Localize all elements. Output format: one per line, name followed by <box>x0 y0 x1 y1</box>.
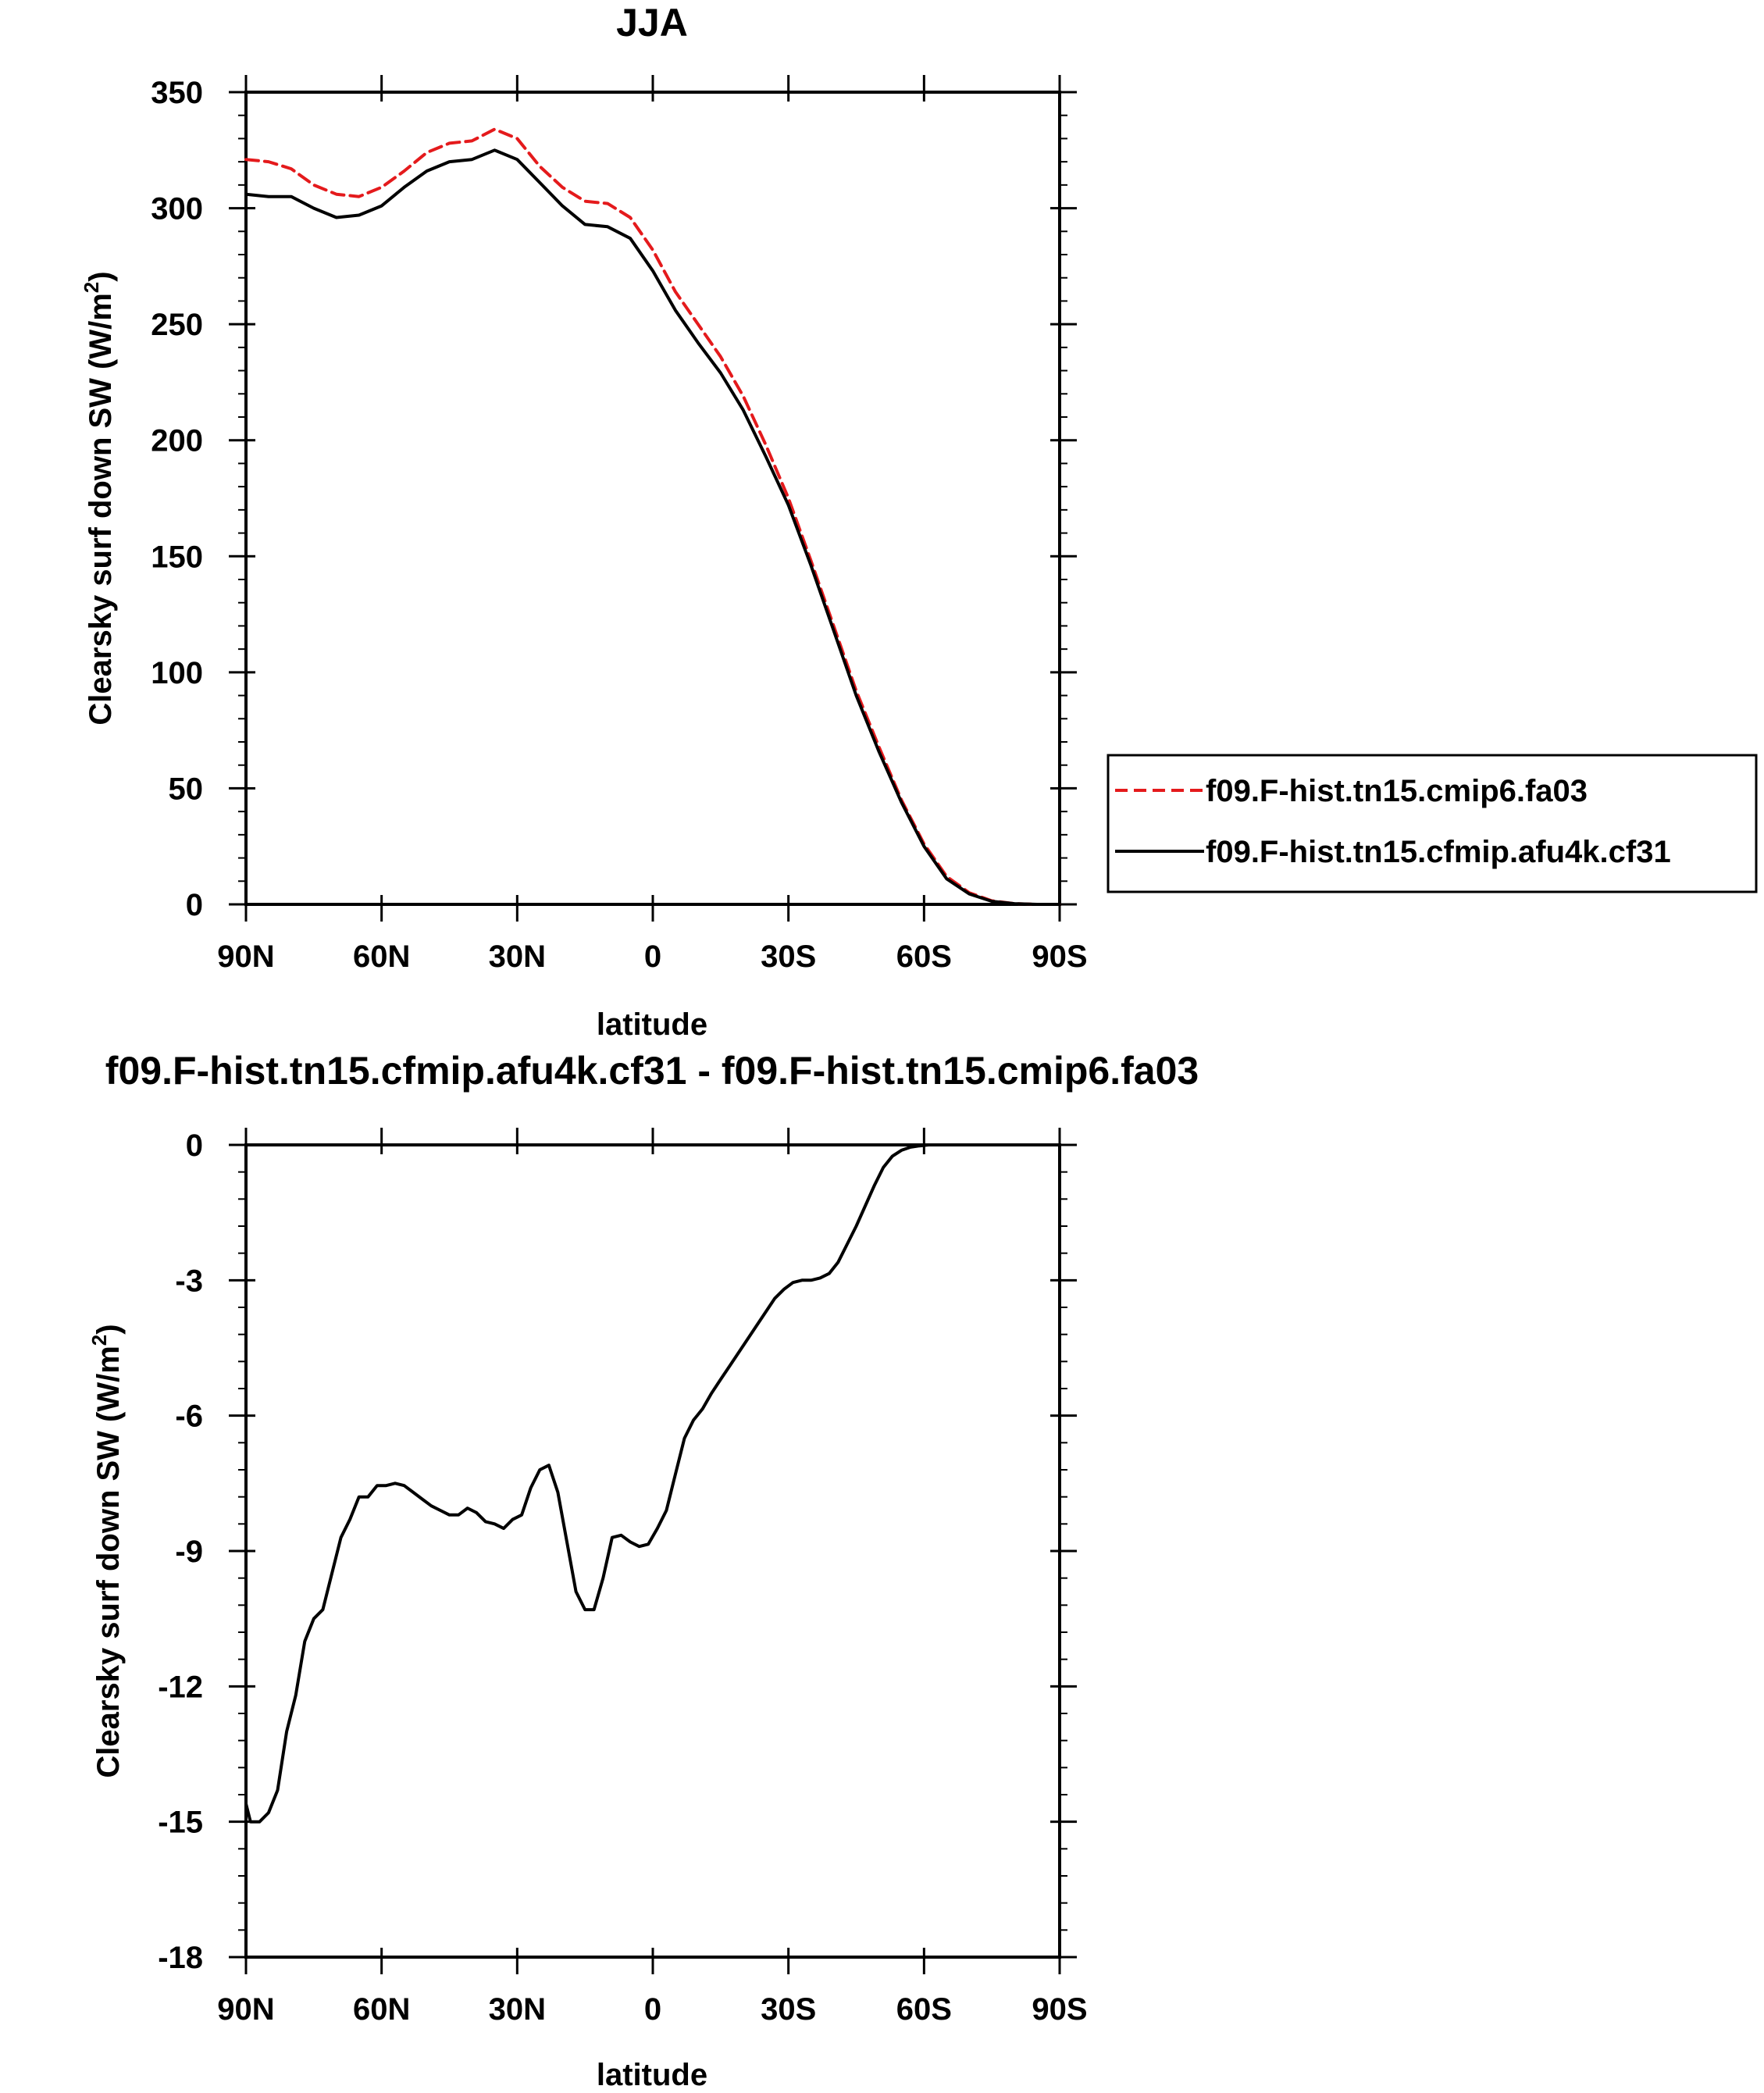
top-y-tick-label: 250 <box>151 308 203 342</box>
bottom-y-tick-labels: 0 -3 -6 -9 -12 -15 -18 <box>158 1129 203 1975</box>
bottom-x-tick-label: 30N <box>489 1992 546 2027</box>
bottom-y-tick-label: -15 <box>158 1806 203 1840</box>
top-series <box>244 127 1061 906</box>
bottom-x-tick-label: 30S <box>761 1992 816 2027</box>
top-y-tick-label: 50 <box>169 772 204 806</box>
bottom-x-tick-label: 90N <box>217 1992 274 2027</box>
bottom-ticks <box>229 1128 1077 1974</box>
top-series-line-1 <box>244 148 1061 906</box>
bottom-y-tick-label: -18 <box>158 1941 203 1975</box>
top-x-tick-label: 0 <box>644 940 661 974</box>
legend-label-series-0: f09.F-hist.tn15.cmip6.fa03 <box>1206 774 1588 808</box>
top-x-tick-label: 30N <box>489 940 546 974</box>
bottom-x-tick-label: 90S <box>1032 1992 1087 2027</box>
top-y-tick-label: 0 <box>186 888 203 922</box>
top-x-tick-label: 30S <box>761 940 816 974</box>
bottom-series <box>244 1143 1061 1824</box>
top-panel: JJA 0 50 100 150 200 250 300 350 90N 60N 30N 0 30S 6… <box>80 1 1758 1042</box>
top-y-tick-label: 300 <box>151 192 203 226</box>
bottom-x-tick-label: 0 <box>644 1992 661 2027</box>
legend: f09.F-hist.tn15.cmip6.fa03 f09.F-hist.tn… <box>1107 754 1758 893</box>
top-y-tick-label: 350 <box>151 76 203 110</box>
bottom-y-tick-label: 0 <box>186 1129 203 1163</box>
legend-label-series-1: f09.F-hist.tn15.cfmip.afu4k.cf31 <box>1206 835 1671 869</box>
bottom-y-tick-label: -12 <box>158 1670 203 1704</box>
top-series-line-0 <box>244 127 1061 906</box>
top-y-tick-label: 150 <box>151 540 203 574</box>
bottom-y-axis-label: Clearsky surf down SW (W/m2) <box>87 1324 126 1777</box>
bottom-x-tick-label: 60S <box>896 1992 952 2027</box>
bottom-x-axis-label: latitude <box>597 2058 707 2092</box>
bottom-panel-title: f09.F-hist.tn15.cfmip.afu4k.cf31 - f09.F… <box>105 1049 1199 1093</box>
top-y-axis-label: Clearsky surf down SW (W/m2) <box>80 271 118 725</box>
top-ticks <box>229 75 1077 922</box>
top-plot-frame <box>244 91 1061 906</box>
top-x-tick-label: 90S <box>1032 940 1087 974</box>
top-x-tick-label: 60N <box>353 940 410 974</box>
top-y-tick-label: 100 <box>151 656 203 690</box>
bottom-x-tick-labels: 90N 60N 30N 0 30S 60S 90S <box>217 1992 1087 2027</box>
top-x-tick-label: 90N <box>217 940 274 974</box>
bottom-x-tick-label: 60N <box>353 1992 410 2027</box>
bottom-y-tick-label: -6 <box>175 1399 203 1434</box>
top-x-axis-label: latitude <box>597 1007 707 1042</box>
top-x-tick-label: 60S <box>896 940 952 974</box>
top-y-tick-label: 200 <box>151 424 203 458</box>
bottom-panel: f09.F-hist.tn15.cfmip.afu4k.cf31 - f09.F… <box>87 1049 1199 2092</box>
bottom-plot-frame <box>244 1143 1061 1959</box>
bottom-y-tick-label: -9 <box>175 1535 203 1569</box>
bottom-series-line-0 <box>244 1143 1061 1824</box>
legend-box <box>1107 754 1758 893</box>
top-panel-title: JJA <box>616 1 688 45</box>
bottom-y-tick-label: -3 <box>175 1264 203 1298</box>
top-x-tick-labels: 90N 60N 30N 0 30S 60S 90S <box>217 940 1087 974</box>
top-y-tick-labels: 0 50 100 150 200 250 300 350 <box>151 76 203 922</box>
